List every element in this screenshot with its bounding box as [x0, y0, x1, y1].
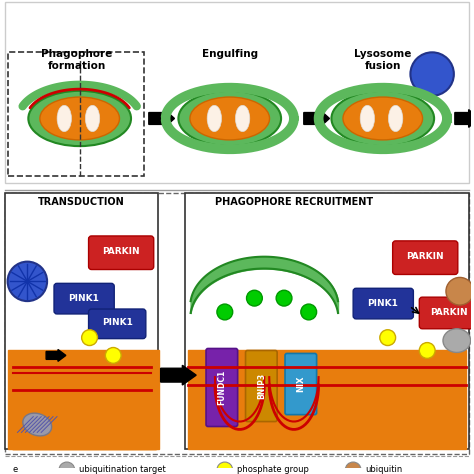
FancyBboxPatch shape	[392, 241, 458, 274]
FancyBboxPatch shape	[5, 192, 469, 454]
Polygon shape	[188, 350, 465, 449]
Circle shape	[276, 290, 292, 306]
FancyBboxPatch shape	[5, 2, 469, 182]
FancyArrow shape	[304, 109, 329, 128]
Text: TRANSDUCTION: TRANSDUCTION	[38, 198, 125, 208]
Text: FUNDC1: FUNDC1	[218, 369, 227, 405]
FancyArrow shape	[455, 109, 474, 128]
Text: PINK1: PINK1	[68, 294, 99, 303]
Circle shape	[246, 290, 262, 306]
Circle shape	[380, 330, 396, 346]
Ellipse shape	[236, 105, 250, 132]
FancyBboxPatch shape	[419, 297, 474, 329]
Ellipse shape	[331, 91, 434, 146]
FancyBboxPatch shape	[206, 348, 237, 427]
Text: PINK1: PINK1	[367, 299, 398, 308]
Text: Engulfing: Engulfing	[201, 49, 258, 59]
FancyBboxPatch shape	[54, 283, 114, 314]
Circle shape	[301, 304, 317, 320]
FancyArrow shape	[46, 349, 66, 361]
Circle shape	[82, 330, 98, 346]
Text: phosphate group: phosphate group	[237, 465, 309, 474]
Ellipse shape	[360, 105, 374, 132]
FancyBboxPatch shape	[89, 309, 146, 338]
Text: PARKIN: PARKIN	[406, 252, 444, 261]
FancyBboxPatch shape	[246, 350, 277, 421]
Ellipse shape	[23, 413, 52, 436]
FancyBboxPatch shape	[353, 288, 413, 319]
FancyArrow shape	[149, 109, 174, 128]
Ellipse shape	[57, 105, 72, 132]
Circle shape	[345, 462, 361, 474]
Text: e: e	[12, 465, 18, 474]
FancyBboxPatch shape	[89, 236, 154, 270]
FancyArrow shape	[161, 365, 196, 385]
FancyBboxPatch shape	[285, 354, 317, 415]
Circle shape	[410, 52, 454, 96]
FancyBboxPatch shape	[5, 192, 158, 449]
Ellipse shape	[388, 105, 403, 132]
Ellipse shape	[178, 91, 281, 146]
Text: NIX: NIX	[296, 376, 305, 392]
Text: Phagophore
formation: Phagophore formation	[41, 49, 112, 71]
Circle shape	[59, 462, 75, 474]
Text: Lysosome
fusion: Lysosome fusion	[354, 49, 411, 71]
Text: PINK1: PINK1	[102, 319, 133, 328]
Ellipse shape	[28, 91, 131, 146]
Circle shape	[419, 343, 435, 358]
Text: ubiquitination target: ubiquitination target	[79, 465, 165, 474]
FancyBboxPatch shape	[185, 192, 469, 449]
Ellipse shape	[443, 329, 471, 353]
Circle shape	[105, 347, 121, 363]
Ellipse shape	[85, 105, 100, 132]
Ellipse shape	[207, 105, 221, 132]
Ellipse shape	[343, 97, 422, 140]
Polygon shape	[8, 350, 159, 449]
Text: PHAGOPHORE RECRUITMENT: PHAGOPHORE RECRUITMENT	[215, 198, 373, 208]
Ellipse shape	[190, 97, 270, 140]
Circle shape	[446, 277, 474, 305]
Text: PARKIN: PARKIN	[430, 309, 468, 318]
Text: BNIP3: BNIP3	[257, 373, 266, 399]
Circle shape	[217, 304, 233, 320]
Circle shape	[217, 462, 233, 474]
Circle shape	[8, 262, 47, 301]
Text: PARKIN: PARKIN	[102, 247, 140, 256]
Ellipse shape	[40, 97, 119, 140]
Text: ubiquitin: ubiquitin	[365, 465, 402, 474]
